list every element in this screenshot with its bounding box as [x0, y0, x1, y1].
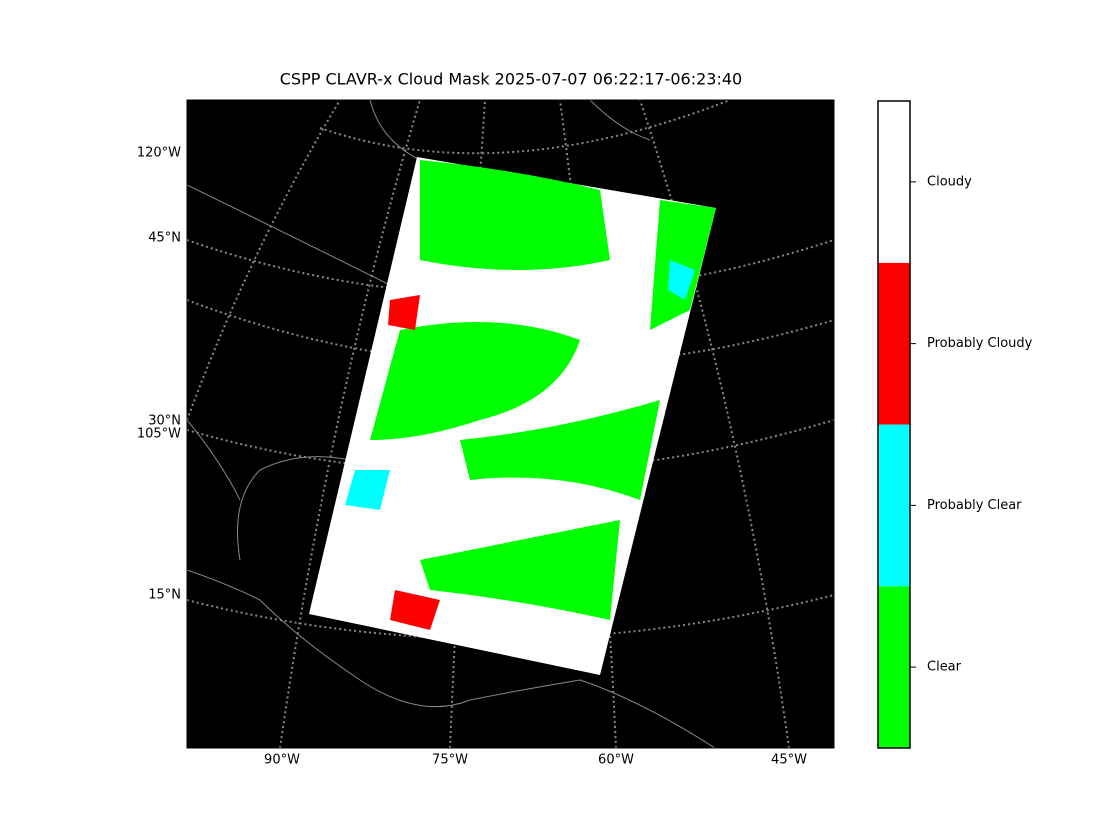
probably-cloudy-regions	[388, 295, 440, 630]
colorbar-frame	[877, 100, 911, 749]
map-title: CSPP CLAVR-x Cloud Mask 2025-07-07 06:22…	[280, 70, 742, 89]
lon-label: 75°W	[432, 753, 468, 768]
lon-label: 45°W	[771, 753, 807, 768]
colorbar-segment	[878, 586, 910, 748]
colorbar: Clear Probably Clear Probably Cloudy Cloudy	[877, 100, 1033, 749]
lat-label: 30°N	[148, 414, 181, 429]
colorbar-label: Probably Clear	[927, 498, 1022, 513]
lat-label: 105°W	[137, 427, 181, 442]
lat-label: 120°W	[137, 146, 181, 161]
lon-label: 60°W	[598, 753, 634, 768]
colorbar-segment	[878, 262, 910, 425]
lat-label: 45°N	[148, 231, 181, 246]
map-frame	[186, 99, 835, 749]
colorbar-segment	[878, 101, 910, 263]
colorbar-label: Probably Cloudy	[927, 336, 1033, 351]
colorbar-label: Cloudy	[927, 174, 972, 189]
clear-regions	[370, 160, 716, 620]
coastline	[187, 100, 716, 748]
colorbar-segment	[878, 424, 910, 587]
lon-label: 90°W	[264, 753, 300, 768]
probably-clear-regions	[345, 260, 695, 510]
map-area	[187, 100, 834, 748]
colorbar-label: Clear	[927, 660, 962, 675]
lat-label: 15°N	[148, 588, 181, 603]
